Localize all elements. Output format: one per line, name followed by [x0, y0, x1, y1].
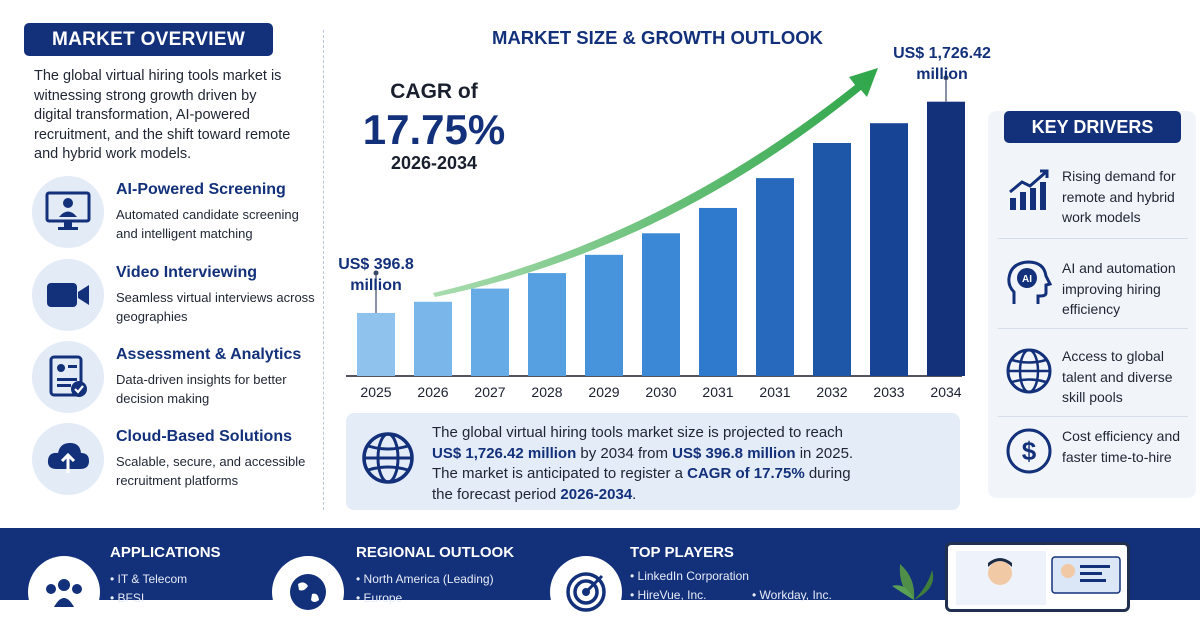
bar-2031 — [699, 207, 737, 376]
end-leader-dot — [943, 75, 949, 81]
x-tick-label: 2030 — [645, 384, 676, 400]
x-tick-label: 2031 — [702, 384, 733, 400]
x-tick-label: 2034 — [930, 384, 961, 400]
players-item: • HireVue, Inc. — [630, 588, 707, 602]
x-tick-label: 2029 — [588, 384, 619, 400]
feature-desc: Data-driven insights for better decision… — [116, 372, 287, 406]
chart-title: MARKET SIZE & GROWTH OUTLOOK — [492, 27, 823, 48]
cloud-upload-icon — [32, 423, 104, 495]
regional-item: • Europe — [356, 591, 403, 605]
applications-heading: APPLICATIONS — [110, 544, 221, 561]
assessment-icon — [32, 341, 104, 413]
bar-2025 — [357, 312, 395, 376]
x-tick-label: 2032 — [816, 384, 847, 400]
feature-title: Assessment & Analytics — [116, 346, 302, 363]
bar-2026 — [414, 301, 452, 376]
feature-ai-screening: AI-Powered Screening Automated candidate… — [30, 176, 320, 252]
video-camera-icon — [32, 259, 104, 331]
driver-text: AI and automation improving hiring effic… — [1062, 260, 1176, 317]
key-drivers-heading: KEY DRIVERS — [1004, 111, 1181, 143]
laptop-video-call-illustration — [945, 542, 1130, 612]
summary-line: by 2034 from — [576, 444, 673, 462]
key-drivers-panel — [988, 111, 1196, 498]
feature-title: Video Interviewing — [116, 264, 258, 281]
start-leader-dot — [373, 270, 379, 276]
plant-decoration — [892, 564, 934, 600]
feature-title: AI-Powered Screening — [116, 181, 286, 198]
feature-assessment-analytics: Assessment & Analytics Data-driven insig… — [30, 341, 320, 417]
feature-desc: Seamless virtual interviews across geogr… — [116, 290, 315, 324]
feature-video-interviewing: Video Interviewing Seamless virtual inte… — [30, 259, 320, 335]
driver-ai-automation: AI AI and automation improving hiring ef… — [1000, 258, 1196, 328]
summary-highlight: US$ 396.8 million — [672, 444, 796, 462]
summary-line: The global virtual hiring tools market s… — [432, 424, 844, 441]
cagr-period: 2026-2034 — [390, 153, 478, 173]
bar-2028 — [528, 273, 566, 376]
bar-2030 — [642, 233, 680, 376]
svg-text:AI: AI — [1022, 274, 1032, 285]
x-tick-label: 2027 — [474, 384, 505, 400]
market-overview-heading: MARKET OVERVIEW — [24, 23, 273, 56]
driver-text: Access to global talent and diverse skil… — [1062, 348, 1173, 405]
bar-2032 — [813, 142, 851, 376]
x-tick-label: 2026 — [417, 384, 448, 400]
summary-box: The global virtual hiring tools market s… — [346, 413, 960, 510]
summary-text: The global virtual hiring tools market s… — [432, 423, 952, 505]
driver-global-talent: Access to global talent and diverse skil… — [1000, 346, 1196, 416]
people-group-icon — [28, 556, 100, 628]
feature-cloud-solutions: Cloud-Based Solutions Scalable, secure, … — [30, 423, 320, 499]
players-heading: TOP PLAYERS — [630, 544, 734, 561]
driver-cost-efficiency: $ Cost efficiency and faster time-to-hir… — [1000, 426, 1196, 496]
globe-icon — [360, 430, 416, 486]
players-item: • Workday, Inc. — [752, 588, 832, 602]
market-overview-intro: The global virtual hiring tools market i… — [34, 68, 291, 162]
bar-2031 — [756, 178, 794, 376]
target-icon — [550, 556, 622, 628]
driver-divider — [998, 416, 1188, 417]
globe-icon — [1004, 346, 1054, 396]
feature-desc: Automated candidate screening and intell… — [116, 207, 299, 241]
world-map-icon — [272, 556, 344, 628]
svg-text:$: $ — [1022, 436, 1037, 466]
dollar-icon: $ — [1004, 426, 1054, 476]
driver-text: Cost efficiency and faster time-to-hire — [1062, 428, 1181, 465]
summary-line: the forecast period — [432, 485, 561, 503]
panel-divider — [323, 30, 324, 510]
feature-title: Cloud-Based Solutions — [116, 428, 292, 445]
feature-desc: Scalable, secure, and accessible recruit… — [116, 454, 306, 488]
end-value-note: US$ 1,726.42 million — [893, 45, 991, 83]
summary-highlight: CAGR of 17.75% — [687, 465, 805, 482]
growth-chart-icon — [1004, 166, 1054, 216]
start-value-note: US$ 396.8 million — [338, 256, 414, 294]
driver-divider — [998, 238, 1188, 239]
summary-line: . — [632, 485, 637, 503]
bar-2027 — [471, 288, 509, 376]
x-tick-label: 2025 — [360, 384, 391, 400]
monitor-user-icon — [32, 176, 104, 248]
applications-item: • BFSI — [110, 591, 145, 605]
market-size-bar-chart: 2025 2026 2027 2028 2029 2030 2031 2031 2032 2033… — [346, 68, 965, 400]
driver-text: Rising demand for remote and hybrid work… — [1062, 168, 1176, 225]
bar-2033 — [870, 123, 908, 376]
players-item: • LinkedIn Corporation — [630, 569, 749, 583]
summary-line: The market is anticipated to register a — [432, 465, 688, 482]
regional-heading: REGIONAL OUTLOOK — [356, 544, 515, 561]
summary-highlight: 2026-2034 — [560, 485, 633, 503]
x-tick-label: 2033 — [873, 384, 904, 400]
x-tick-label: 2031 — [759, 384, 790, 400]
x-tick-label: 2028 — [531, 384, 562, 400]
bar-2034 — [927, 101, 965, 376]
driver-divider — [998, 328, 1188, 329]
summary-line: in 2025. — [795, 444, 854, 462]
cagr-value: 17.75% — [362, 106, 506, 153]
applications-item: • IT & Telecom — [110, 572, 188, 586]
summary-line: during — [804, 465, 851, 482]
ai-head-icon: AI — [1004, 258, 1054, 308]
cagr-label: CAGR of — [390, 80, 478, 103]
driver-remote-work: Rising demand for remote and hybrid work… — [1000, 166, 1196, 236]
regional-item: • North America (Leading) — [356, 572, 494, 586]
bar-2029 — [585, 254, 623, 376]
summary-highlight: US$ 1,726.42 million — [432, 444, 577, 462]
